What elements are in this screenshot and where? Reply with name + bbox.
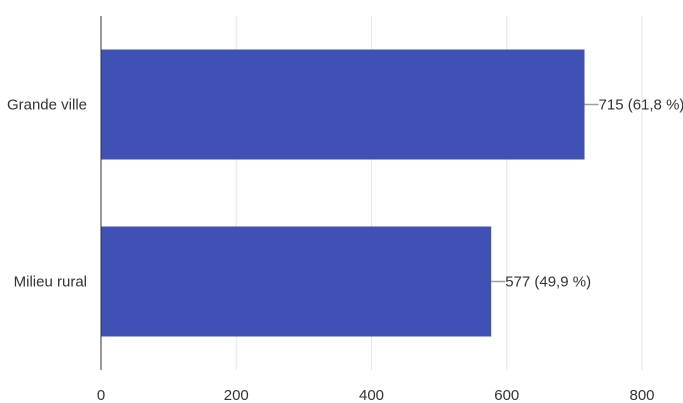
bars	[101, 49, 585, 337]
data-label: 577 (49,9 %)	[505, 274, 591, 291]
label-leader-lines	[491, 103, 599, 283]
category-label: Milieu rural	[14, 274, 87, 291]
x-tick-label: 800	[629, 387, 654, 403]
x-tick-label: 400	[359, 387, 384, 403]
data-label: 715 (61,8 %)	[599, 97, 683, 114]
x-tick-label: 0	[97, 387, 105, 403]
x-tick-label: 200	[224, 387, 249, 403]
bar	[101, 226, 492, 337]
data-labels: 715 (61,8 %) 577 (49,9 %)	[505, 97, 683, 291]
category-labels: Grande ville Milieu rural	[7, 97, 87, 291]
category-label: Grande ville	[7, 97, 87, 114]
bar	[101, 49, 585, 160]
x-axis-tick-labels: 0 200 400 600 800	[97, 387, 655, 403]
x-tick-label: 600	[494, 387, 519, 403]
